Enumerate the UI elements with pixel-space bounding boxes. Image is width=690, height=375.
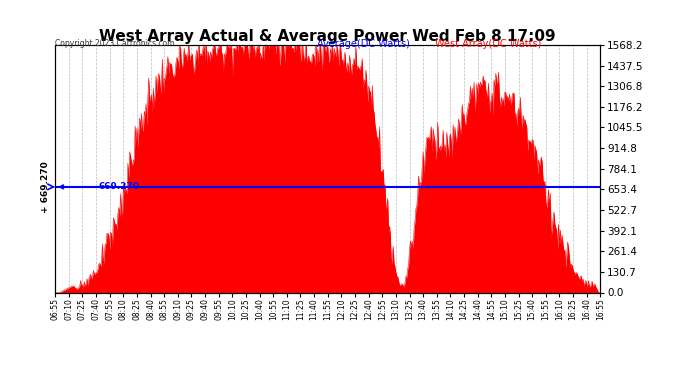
Text: West Array(DC Watts): West Array(DC Watts): [435, 39, 541, 50]
Text: Copyright 2023 Cartronics.com: Copyright 2023 Cartronics.com: [55, 39, 175, 48]
Text: Average(DC Watts): Average(DC Watts): [317, 39, 411, 50]
Text: + 669.270: + 669.270: [41, 161, 50, 213]
Text: 669.270: 669.270: [60, 182, 140, 191]
Title: West Array Actual & Average Power Wed Feb 8 17:09: West Array Actual & Average Power Wed Fe…: [99, 29, 556, 44]
